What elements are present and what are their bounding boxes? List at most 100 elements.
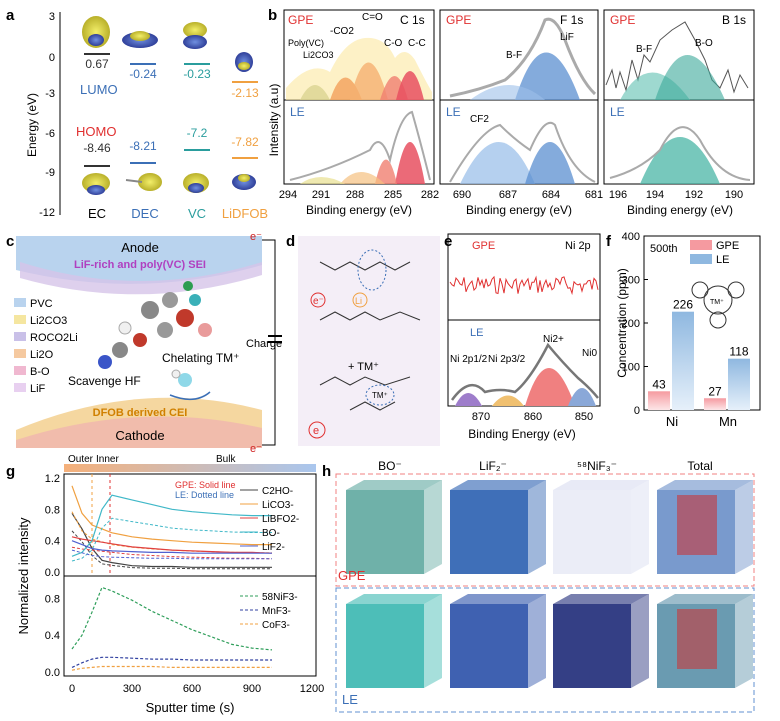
chain-4 — [349, 401, 396, 411]
e-title: Ni 2p — [565, 240, 591, 252]
cube-side — [424, 480, 442, 574]
g-xtick: 600 — [183, 683, 201, 695]
homo-value-vc: -7.2 — [187, 126, 208, 140]
charge-label: Charge — [246, 338, 282, 350]
g-legend-mnf3: MnF3- — [262, 606, 291, 617]
orbital-vc-lumo-b — [183, 35, 207, 49]
g-top-legend: C2HO- LiCO3- LiBFO2- BO- LiF2- — [240, 486, 299, 553]
f1s-le-peak-cf2 — [460, 142, 535, 184]
panel-letter-d: d — [286, 233, 295, 250]
orbital-ec-homo-b — [87, 185, 105, 195]
peak-label-lif: LiF — [560, 32, 574, 43]
f-tm-structure: TM⁺ — [691, 281, 745, 329]
g-xtick: 0 — [69, 683, 75, 695]
cube-top — [450, 594, 546, 604]
a-ytick: -3 — [45, 88, 55, 100]
e-gpe-tag: GPE — [472, 240, 495, 252]
cube-top — [450, 480, 546, 490]
e-gpe-trace — [449, 275, 599, 296]
ni2plus-peak — [525, 368, 575, 406]
cube-side — [528, 594, 546, 688]
cube-face — [346, 490, 424, 574]
cube-top — [346, 594, 442, 604]
cube-side — [631, 594, 649, 688]
peak-ni0: Ni0 — [582, 348, 597, 359]
f1s-xtick: 684 — [542, 189, 560, 201]
c1s-le-peak-cc — [395, 142, 425, 184]
atom — [183, 281, 193, 291]
region-bar — [64, 464, 316, 472]
b-b1s-gpe-tag: GPE — [610, 13, 635, 27]
bar-gpe-ni — [648, 391, 670, 410]
b-b1s-plot: GPE LE B 1s B-F B-O 196 194 192 190 Bind… — [603, 9, 755, 217]
bar-value-label: 43 — [652, 377, 666, 391]
ni2p32-sat-peak — [492, 395, 524, 406]
cube-side — [735, 480, 753, 574]
g-series-3 — [71, 494, 272, 557]
a-ylabel: Energy (eV) — [25, 93, 39, 157]
f-legend-gpe: GPE — [716, 240, 739, 252]
e-xtick: 870 — [472, 411, 490, 423]
f1s-envelope — [449, 17, 597, 98]
b-f1s-plot: GPE LE F 1s LiF B-F CF2 690 687 684 681 … — [439, 9, 603, 217]
legend-swatch-lif — [14, 383, 26, 392]
atom — [162, 292, 178, 308]
f1s-le-envelope — [449, 121, 596, 183]
homo-levels — [84, 149, 258, 167]
b1s-xtick: 194 — [646, 189, 664, 201]
f1s-peak-lif — [515, 52, 580, 100]
li-ellipse — [357, 249, 387, 291]
e-xtick: 860 — [524, 411, 542, 423]
cube-face — [553, 604, 631, 688]
f-ylabel: Concentration (ppm) — [615, 268, 629, 377]
g-le-note: LE: Dotted line — [175, 490, 234, 500]
ring — [709, 311, 727, 329]
lumo-value-dec: -0.24 — [129, 67, 157, 81]
bar-le-mn — [728, 358, 750, 410]
e-le-envelope — [450, 342, 599, 401]
g-series-1 — [71, 485, 272, 546]
anode-label: Anode — [121, 240, 159, 255]
orbital-dec-lumo-y — [130, 31, 150, 41]
a-ytick: -9 — [45, 167, 55, 179]
legend-lif: LiF — [30, 383, 46, 395]
legend-swatch-li2o — [14, 349, 26, 358]
legend-li2o: Li2O — [30, 349, 54, 361]
cube-face — [450, 490, 528, 574]
f-bars: 43 226 27 118 — [648, 298, 750, 410]
b-c1s-gpe-tag: GPE — [288, 13, 313, 27]
h-row-le: LE — [342, 692, 358, 707]
cube-face — [450, 604, 528, 688]
cathode-region — [16, 416, 262, 448]
peak-label-co2: -CO2 — [330, 26, 354, 37]
g-top-ytick: 0.4 — [45, 536, 60, 548]
h-gpe-frame — [335, 473, 755, 587]
g-top-ytick: 0.0 — [45, 567, 60, 579]
g-legend-c2ho: C2HO- — [262, 486, 293, 497]
peak-label-c-o: C-O — [384, 38, 403, 49]
h-le-frame — [335, 587, 755, 713]
b1s-xtick: 196 — [609, 189, 627, 201]
tm-ellipse — [365, 384, 395, 406]
atom — [98, 355, 112, 369]
g-ylabel: Normalized intensity — [16, 517, 31, 635]
b-c1s-le-tag: LE — [290, 105, 305, 119]
d-tm: + TM⁺ — [348, 361, 379, 373]
chelate-label: Chelating TM⁺ — [162, 351, 239, 365]
bar-value-label: 118 — [729, 345, 748, 359]
cube-face — [553, 490, 631, 574]
peak-label-c=o: C=O — [362, 12, 383, 23]
f-legend-le: LE — [716, 254, 729, 266]
peak-label-polyvc: Poly(VC) — [288, 38, 324, 48]
c1s-xtick: 288 — [346, 189, 364, 201]
legend-pvc: PVC — [30, 298, 53, 310]
g-bottom-ytick: 0.0 — [45, 667, 60, 679]
molecule-vc: VC — [188, 206, 206, 221]
li-circle — [352, 292, 368, 308]
hf-molecule — [178, 373, 192, 387]
f1s-peak-bf — [470, 85, 545, 100]
orbital-dec-homo — [138, 173, 162, 191]
b-f1s-xlabel: Binding energy (eV) — [466, 203, 572, 217]
b-b1s-xticks: 196 194 192 190 — [609, 189, 743, 201]
b1s-peak-bo — [655, 55, 725, 100]
